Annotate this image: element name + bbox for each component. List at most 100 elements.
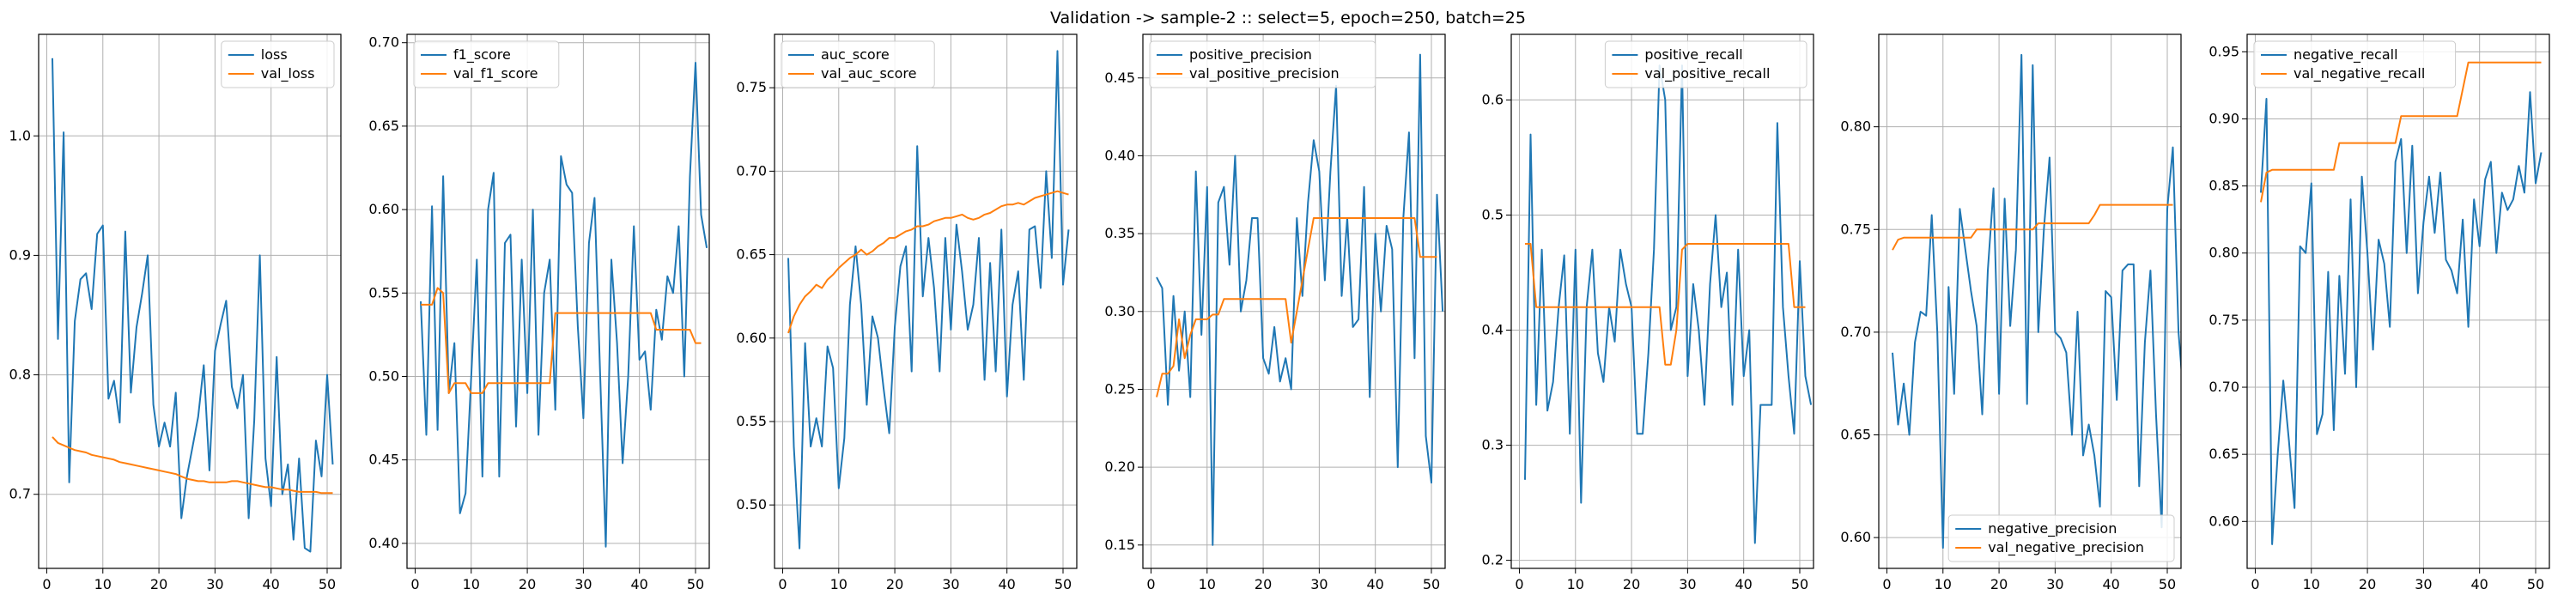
y-tick-label: 0.65: [1840, 427, 1871, 443]
series-line-positive_recall: [1524, 64, 1813, 544]
legend-box: [413, 40, 560, 88]
y-tick-label: 0.60: [1840, 529, 1871, 545]
y-tick-label: 0.2: [1482, 552, 1504, 568]
x-tick-label: 40: [999, 576, 1016, 592]
series-line-negative_recall: [2260, 91, 2543, 545]
x-tick-label: 50: [687, 576, 704, 592]
legend-label-negative_recall: negative_recall: [2293, 46, 2398, 64]
y-tick-label: 0.8: [9, 367, 31, 383]
x-tick-label: 0: [42, 576, 51, 592]
y-tick-label: 0.40: [368, 535, 399, 551]
x-tick-label: 30: [1310, 576, 1327, 592]
legend-label-val_f1_score: val_f1_score: [453, 65, 538, 82]
chart-panel-5: 0 10 20 30 40 50 0.2 0.3 0.4 0.5 0.6 positive_recal…: [1482, 33, 1814, 592]
x-tick-label: 40: [1735, 576, 1753, 592]
axes-frame: [38, 33, 342, 569]
y-tick-label: 0.25: [1104, 380, 1135, 397]
x-tick-label: 40: [263, 576, 280, 592]
y-tick-label: 0.30: [1104, 303, 1135, 319]
x-tick-label: 50: [1054, 576, 1072, 592]
x-tick-label: 20: [2359, 576, 2376, 592]
x-tick-label: 40: [631, 576, 648, 592]
axes-frame: [2246, 33, 2550, 569]
legend: negative_precision val_negative_precision: [1947, 514, 2175, 562]
x-tick-label: 30: [206, 576, 223, 592]
chart-panel-1: 0 10 20 30 40 50 0.7 0.8 0.9 1.0 loss val_loss: [9, 33, 342, 592]
axes-frame: [1510, 33, 1814, 569]
x-tick-label: 0: [410, 576, 419, 592]
x-tick-label: 20: [1255, 576, 1272, 592]
legend-box: [1604, 40, 1807, 88]
series-line-val_positive_recall: [1525, 243, 1806, 366]
x-tick-label: 10: [1199, 576, 1216, 592]
y-tick-label: 0.9: [9, 246, 31, 263]
chart-panel-4: 0 10 20 30 40 50 0.15 0.20 0.25 0.30 0.35 0.40 0.45 p…: [1104, 33, 1446, 592]
chart-panel-7: 0 10 20 30 40 50 0.60 0.65 0.70 0.75 0.80 0.85 0.90 0…: [2208, 33, 2550, 592]
legend-label-loss: loss: [261, 46, 288, 63]
x-tick-label: 50: [319, 576, 336, 592]
chart-panel-6: 0 10 20 30 40 50 0.60 0.65 0.70 0.75 0.80 negative_…: [1840, 33, 2182, 592]
x-tick-label: 30: [2415, 576, 2432, 592]
y-tick-label: 0.35: [1104, 225, 1135, 241]
x-tick-label: 50: [1791, 576, 1808, 592]
x-tick-label: 30: [942, 576, 959, 592]
y-tick-label: 0.75: [1840, 221, 1871, 237]
x-tick-label: 40: [2471, 576, 2488, 592]
x-tick-label: 0: [778, 576, 787, 592]
series-line-val_negative_recall: [2260, 61, 2542, 203]
y-tick-label: 0.6: [1482, 91, 1504, 107]
axes-frame: [406, 33, 710, 569]
legend-label-val_positive_precision: val_positive_precision: [1189, 65, 1340, 82]
legend-label-val_negative_recall: val_negative_recall: [2293, 65, 2425, 82]
legend-label-val_loss: val_loss: [261, 65, 315, 82]
series-line-auc_score: [787, 50, 1070, 549]
x-tick-label: 10: [1935, 576, 1952, 592]
legend-box: [1149, 40, 1376, 88]
legend: loss val_loss: [221, 40, 335, 88]
y-tick-label: 0.70: [368, 34, 399, 51]
x-tick-label: 30: [2046, 576, 2063, 592]
legend-label-val_positive_recall: val_positive_recall: [1644, 65, 1770, 82]
y-tick-label: 0.65: [2208, 446, 2239, 462]
x-tick-label: 10: [2303, 576, 2320, 592]
x-tick-label: 40: [2103, 576, 2120, 592]
legend-box: [221, 40, 335, 88]
axes-frame: [1142, 33, 1446, 569]
figure-title: Validation -> sample-2 :: select=5, epoc…: [1050, 9, 1526, 27]
x-tick-label: 10: [1567, 576, 1584, 592]
legend-label-auc_score: auc_score: [821, 46, 890, 64]
x-tick-label: 20: [886, 576, 903, 592]
x-tick-label: 10: [830, 576, 848, 592]
series-line-negative_precision: [1892, 53, 2181, 549]
y-tick-label: 1.0: [9, 127, 31, 143]
y-tick-label: 0.3: [1482, 437, 1504, 453]
x-tick-label: 50: [1423, 576, 1440, 592]
y-tick-label: 0.95: [2208, 43, 2239, 59]
series-line-val_negative_precision: [1892, 203, 2173, 251]
y-tick-label: 0.80: [2208, 245, 2239, 261]
legend-box: [2253, 40, 2457, 88]
legend-box: [781, 40, 935, 88]
y-tick-label: 0.45: [368, 452, 399, 468]
axes-frame: [1878, 33, 2182, 569]
y-tick-label: 0.65: [736, 246, 767, 263]
x-tick-label: 20: [1990, 576, 2008, 592]
y-tick-label: 0.55: [368, 284, 399, 300]
series-line-val_loss: [52, 436, 333, 495]
x-tick-label: 0: [1882, 576, 1891, 592]
series-line-val_positive_precision: [1156, 217, 1437, 398]
x-tick-label: 0: [1515, 576, 1523, 592]
y-tick-label: 0.60: [368, 201, 399, 217]
legend-box: [1947, 514, 2175, 562]
series-line-positive_precision: [1156, 53, 1444, 546]
series-line-f1_score: [420, 62, 708, 548]
y-tick-label: 0.70: [2208, 379, 2239, 395]
x-tick-label: 10: [463, 576, 480, 592]
legend-label-val_auc_score: val_auc_score: [821, 65, 916, 82]
legend-label-positive_recall: positive_recall: [1644, 46, 1742, 64]
